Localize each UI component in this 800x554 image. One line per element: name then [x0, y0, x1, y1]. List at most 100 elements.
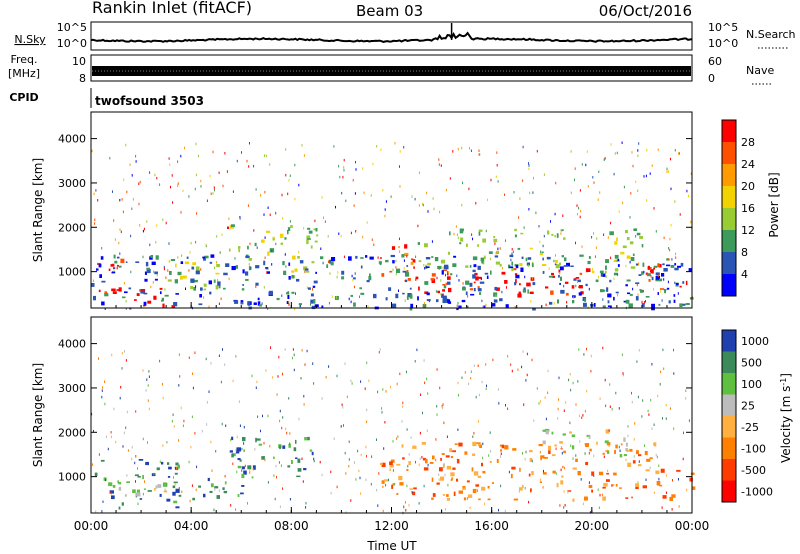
noise-tick-left-bottom: 10^0	[57, 37, 87, 50]
heatmap-cell	[360, 492, 362, 495]
heatmap-cell	[440, 164, 442, 167]
heatmap-cell	[674, 281, 676, 285]
heatmap-cell	[101, 395, 103, 399]
heatmap-cell	[436, 405, 438, 408]
heatmap-cell	[465, 280, 470, 285]
heatmap-cell	[663, 367, 665, 370]
heatmap-cell	[315, 271, 317, 274]
heatmap-cell	[203, 283, 207, 287]
heatmap-cell	[182, 275, 187, 279]
heatmap-cell	[422, 304, 427, 308]
heatmap-cell	[269, 213, 271, 217]
heatmap-cell	[354, 461, 355, 464]
heatmap-cell	[144, 488, 146, 490]
heatmap-cell	[153, 295, 157, 300]
heatmap-cell	[475, 484, 480, 487]
heatmap-cell	[472, 453, 476, 456]
heatmap-cell	[169, 271, 172, 275]
heatmap-cell	[453, 255, 457, 258]
heatmap-cell	[102, 386, 104, 389]
noise-left-label: N.Sky	[14, 33, 46, 46]
heatmap-cell	[569, 431, 572, 434]
heatmap-cell	[306, 286, 308, 290]
heatmap-cell	[417, 296, 419, 301]
heatmap-cell	[195, 488, 197, 492]
heatmap-cell	[109, 156, 111, 160]
heatmap-cell	[343, 169, 345, 172]
heatmap-cell	[119, 228, 121, 231]
heatmap-cell	[306, 238, 311, 240]
heatmap-cell	[548, 275, 553, 278]
heatmap-cell	[391, 484, 394, 489]
noise-tick-right-top: 10^5	[708, 21, 738, 34]
heatmap-cell	[588, 484, 593, 489]
heatmap-cell	[409, 488, 413, 490]
heatmap-cell	[310, 299, 314, 304]
heatmap-cell	[471, 233, 473, 236]
heatmap-cell	[621, 353, 623, 356]
heatmap-cell	[112, 190, 113, 193]
heatmap-cell	[336, 275, 338, 279]
colorbar-swatch	[722, 459, 736, 481]
heatmap-cell	[309, 449, 313, 452]
heatmap-cell	[178, 353, 180, 356]
heatmap-cell	[651, 303, 655, 309]
heatmap-cell	[667, 258, 669, 261]
heatmap-cell	[405, 272, 410, 277]
heatmap-cell	[346, 395, 348, 399]
y-tick-label: 3000	[58, 382, 86, 395]
heatmap-cell	[457, 236, 459, 240]
heatmap-cell	[305, 271, 310, 273]
heatmap-cell	[579, 189, 581, 192]
heatmap-cell	[586, 150, 588, 153]
heatmap-cell	[648, 267, 652, 270]
plot-title: Rankin Inlet (fitACF)	[92, 0, 252, 17]
heatmap-cell	[310, 303, 311, 306]
heatmap-cell	[142, 229, 144, 233]
heatmap-cell	[629, 293, 633, 296]
heatmap-cell	[607, 300, 610, 304]
heatmap-cell	[406, 295, 409, 300]
heatmap-cell	[409, 287, 412, 290]
heatmap-cell	[208, 280, 212, 285]
colorbar-swatch	[722, 164, 736, 186]
heatmap-cell	[385, 200, 387, 203]
heatmap-cell	[565, 401, 567, 404]
heatmap-cell	[426, 299, 431, 302]
heatmap-cell	[234, 257, 236, 260]
heatmap-cell	[529, 449, 533, 453]
nave-label: Nave	[746, 64, 774, 77]
heatmap-cell	[255, 265, 260, 269]
heatmap-cell	[380, 257, 382, 259]
heatmap-cell	[657, 148, 659, 151]
heatmap-cell	[659, 383, 661, 386]
heatmap-cell	[418, 260, 422, 263]
heatmap-cell	[450, 479, 453, 481]
heatmap-cell	[288, 443, 291, 448]
heatmap-cell	[511, 248, 513, 251]
heatmap-cell	[248, 266, 252, 271]
heatmap-cell	[504, 445, 509, 450]
heatmap-cell	[280, 464, 282, 467]
heatmap-cell	[616, 151, 618, 155]
heatmap-cell	[288, 276, 291, 280]
heatmap-cell	[531, 263, 534, 268]
heatmap-cell	[494, 255, 499, 258]
heatmap-cell	[190, 445, 192, 449]
heatmap-cell	[614, 449, 616, 454]
heatmap-cell	[363, 191, 365, 195]
heatmap-cell	[578, 292, 582, 296]
heatmap-cell	[241, 485, 245, 487]
heatmap-cell	[582, 502, 584, 506]
heatmap-cell	[316, 234, 319, 237]
heatmap-cell	[481, 462, 483, 467]
heatmap-cell	[401, 444, 404, 448]
heatmap-cell	[156, 273, 158, 277]
heatmap-cell	[498, 402, 500, 405]
heatmap-cell	[475, 202, 477, 205]
heatmap-cell	[279, 409, 281, 413]
heatmap-cell	[101, 301, 105, 306]
heatmap-cell	[676, 469, 681, 472]
heatmap-cell	[395, 259, 397, 263]
heatmap-cell	[98, 263, 102, 268]
